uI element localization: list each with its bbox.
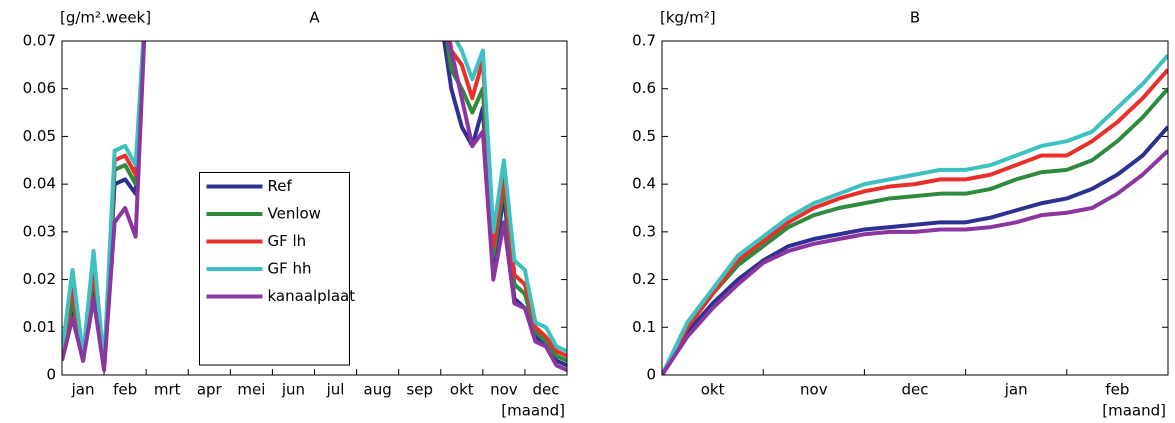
x-tick-label: mei	[237, 381, 265, 399]
series-line	[662, 149, 1168, 375]
x-tick-label: mrt	[154, 381, 181, 399]
plot-frame	[661, 40, 1169, 376]
y-axis-label: [g/m².week]	[60, 9, 151, 27]
x-tick-label: nov	[800, 381, 828, 399]
x-tick-label: sep	[406, 381, 433, 399]
x-tick-label: dec	[532, 381, 559, 399]
y-tick-label: 0.06	[23, 79, 56, 97]
x-tick-label: apr	[197, 381, 223, 399]
series-group	[62, 41, 567, 373]
y-tick-label: 0.01	[23, 318, 56, 336]
chart-title: A	[309, 9, 320, 27]
series-line	[662, 125, 1168, 375]
x-tick-label: jan	[1004, 381, 1028, 399]
legend-label: GF lh	[268, 232, 307, 250]
legend-label: Ref	[268, 177, 293, 195]
legend-label: kanaalplaat	[268, 287, 356, 305]
series-line	[662, 87, 1168, 375]
y-tick-label: 0.6	[632, 79, 656, 97]
series-line	[62, 41, 567, 368]
series-line	[662, 68, 1168, 375]
y-tick-label: 0.1	[632, 318, 656, 336]
series-group	[662, 53, 1168, 375]
y-tick-label: 0.7	[632, 32, 656, 50]
x-tick-label: jun	[281, 381, 305, 399]
legend-label: GF hh	[268, 260, 312, 278]
panel: A [g/m².week] [maand] 0 0.01 0.02 0.03 0.04 0.05…	[23, 9, 568, 420]
x-tick-label: aug	[364, 381, 392, 399]
x-tick-label: jan	[71, 381, 95, 399]
plot-frame	[61, 40, 568, 376]
x-tick-label: okt	[450, 381, 474, 399]
y-axis-label: [kg/m²]	[660, 9, 716, 27]
x-tick-label: feb	[113, 381, 137, 399]
x-tick-label: feb	[1105, 381, 1129, 399]
panel: B [kg/m²] [maand] 0 0.1 0.2 0.3 0.4 0.5 0.6 0.7 okt…	[632, 9, 1169, 420]
legend-label: Venlow	[268, 205, 321, 223]
y-tick-label: 0.05	[23, 127, 56, 145]
x-tick-label: dec	[902, 381, 929, 399]
series-line	[62, 41, 567, 373]
x-axis-label: [maand]	[1102, 402, 1166, 420]
y-tick-label: 0.5	[632, 127, 656, 145]
y-tick-label: 0.07	[23, 32, 56, 50]
legend: Ref Venlow GF lh GF hh kanaalplaat	[199, 172, 356, 366]
x-tick-label: jul	[326, 381, 345, 399]
x-axis-label: [maand]	[501, 402, 565, 420]
y-tick-label: 0.4	[632, 175, 656, 193]
chart-title: B	[910, 9, 920, 27]
x-tick-label: okt	[701, 381, 725, 399]
y-tick-label: 0.02	[23, 270, 56, 288]
y-tick-label: 0.2	[632, 270, 656, 288]
y-tick-label: 0.03	[23, 222, 56, 240]
y-tick-label: 0	[646, 366, 656, 384]
y-tick-label: 0	[46, 366, 56, 384]
series-line	[662, 53, 1168, 375]
y-tick-label: 0.04	[23, 175, 56, 193]
y-tick-label: 0.3	[632, 222, 656, 240]
x-tick-label: nov	[490, 381, 518, 399]
